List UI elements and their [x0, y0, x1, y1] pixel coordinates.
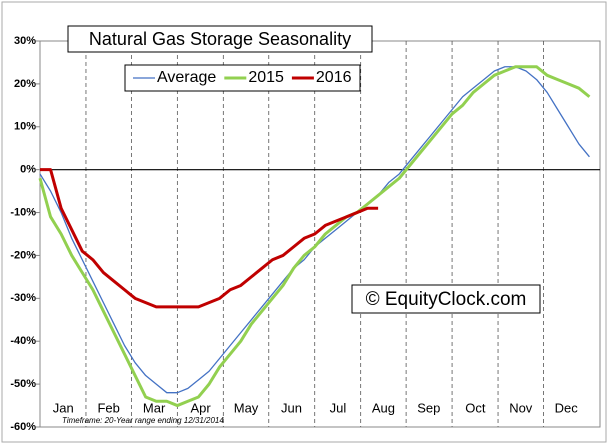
watermark: © EquityClock.com	[366, 289, 527, 310]
y-tick-label: -40%	[10, 335, 36, 347]
x-tick-label: Oct	[465, 400, 486, 415]
x-tick-label: Jan	[53, 400, 74, 415]
y-tick-label: -50%	[10, 378, 36, 390]
plot-area	[39, 40, 601, 428]
y-tick-label: -20%	[10, 249, 36, 261]
x-tick-label: May	[234, 400, 259, 415]
y-tick-label: -10%	[10, 206, 36, 218]
y-tick-label: 10%	[14, 121, 36, 133]
x-tick-label: Nov	[509, 400, 533, 415]
y-tick-label: 30%	[14, 35, 36, 47]
legend-label: 2016	[316, 69, 352, 86]
x-tick-label: Dec	[555, 400, 579, 415]
x-tick-label: Sep	[417, 400, 440, 415]
chart-title: Natural Gas Storage Seasonality	[89, 29, 351, 49]
title-box	[67, 25, 373, 53]
y-tick-label: -60%	[10, 421, 36, 433]
y-tick-label: 20%	[14, 78, 36, 90]
series-line	[38, 65, 591, 408]
x-tick-label: Jul	[330, 400, 347, 415]
x-tick-label: Apr	[190, 400, 211, 415]
series-line	[40, 168, 379, 309]
x-tick-label: Aug	[372, 400, 395, 415]
legend-label: Average	[157, 69, 216, 86]
y-tick-label: -30%	[10, 292, 36, 304]
footnote: Timeframe: 20-Year range ending 12/31/20…	[62, 416, 224, 425]
legend-label: 2015	[248, 69, 284, 86]
x-tick-label: Mar	[143, 400, 166, 415]
x-tick-label: Feb	[97, 400, 119, 415]
y-tick-label: 0%	[20, 164, 36, 176]
x-tick-label: Jun	[281, 400, 302, 415]
watermark-box	[351, 284, 541, 314]
